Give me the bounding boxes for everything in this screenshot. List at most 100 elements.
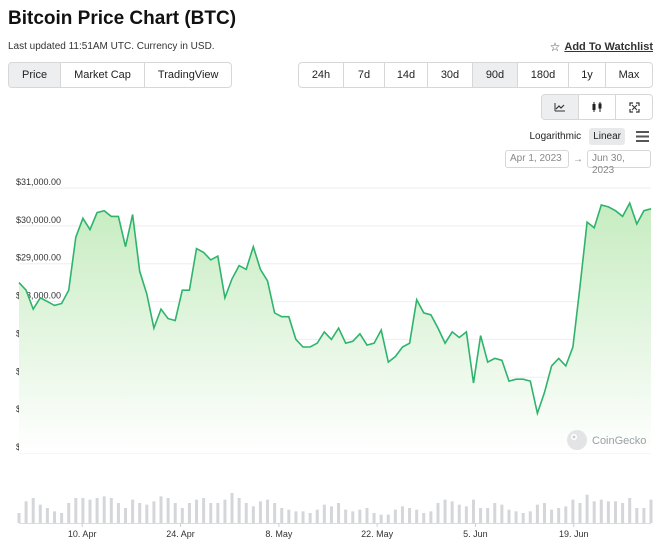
- price-point[interactable]: [103, 209, 106, 212]
- price-point[interactable]: [451, 330, 454, 333]
- price-point[interactable]: [344, 342, 347, 345]
- price-point[interactable]: [131, 213, 134, 216]
- price-point[interactable]: [145, 293, 148, 296]
- price-point[interactable]: [436, 327, 439, 330]
- price-point[interactable]: [252, 245, 255, 248]
- price-point[interactable]: [444, 342, 447, 345]
- price-point[interactable]: [472, 381, 475, 384]
- price-point[interactable]: [96, 211, 99, 214]
- price-point[interactable]: [550, 364, 553, 367]
- price-point[interactable]: [152, 327, 155, 330]
- price-point[interactable]: [231, 277, 234, 280]
- price-point[interactable]: [124, 245, 127, 248]
- price-point[interactable]: [223, 296, 226, 299]
- price-point[interactable]: [415, 298, 418, 301]
- price-point[interactable]: [294, 338, 297, 341]
- price-point[interactable]: [351, 340, 354, 343]
- price-point[interactable]: [25, 289, 28, 292]
- price-point[interactable]: [628, 202, 631, 205]
- price-point[interactable]: [529, 380, 532, 383]
- price-point[interactable]: [117, 215, 120, 218]
- price-point[interactable]: [323, 330, 326, 333]
- price-point[interactable]: [74, 236, 77, 239]
- price-point[interactable]: [138, 270, 141, 273]
- price-point[interactable]: [479, 334, 482, 337]
- price-point[interactable]: [110, 215, 113, 218]
- candlestick-button[interactable]: [579, 95, 616, 119]
- price-point[interactable]: [522, 378, 525, 381]
- price-point[interactable]: [259, 268, 262, 271]
- price-point[interactable]: [302, 346, 305, 349]
- range-14d[interactable]: 14d: [385, 63, 428, 87]
- price-point[interactable]: [564, 364, 567, 367]
- price-point[interactable]: [614, 209, 617, 212]
- price-point[interactable]: [18, 281, 21, 284]
- price-point[interactable]: [287, 315, 290, 318]
- price-point[interactable]: [642, 209, 645, 212]
- price-point[interactable]: [67, 289, 70, 292]
- price-point[interactable]: [621, 215, 624, 218]
- price-point[interactable]: [330, 338, 333, 341]
- price-point[interactable]: [600, 204, 603, 207]
- price-point[interactable]: [238, 264, 241, 267]
- price-point[interactable]: [188, 289, 191, 292]
- range-180d[interactable]: 180d: [518, 63, 569, 87]
- date-from-input[interactable]: Apr 1, 2023: [505, 150, 569, 168]
- price-point[interactable]: [380, 328, 383, 331]
- price-point[interactable]: [195, 247, 198, 250]
- price-point[interactable]: [557, 357, 560, 360]
- price-point[interactable]: [316, 342, 319, 345]
- price-point[interactable]: [394, 355, 397, 358]
- price-point[interactable]: [515, 378, 518, 381]
- range-7d[interactable]: 7d: [344, 63, 385, 87]
- price-point[interactable]: [245, 268, 248, 271]
- range-24h[interactable]: 24h: [299, 63, 344, 87]
- price-point[interactable]: [387, 361, 390, 364]
- price-point[interactable]: [486, 361, 489, 364]
- price-point[interactable]: [607, 205, 610, 208]
- price-point[interactable]: [536, 412, 539, 415]
- price-point[interactable]: [39, 296, 42, 299]
- price-point[interactable]: [32, 308, 35, 311]
- date-to-input[interactable]: Jun 30, 2023: [587, 150, 651, 176]
- price-point[interactable]: [53, 304, 56, 307]
- price-point[interactable]: [586, 221, 589, 224]
- tab-price[interactable]: Price: [9, 63, 62, 87]
- scale-linear[interactable]: Linear: [589, 128, 625, 145]
- price-point[interactable]: [543, 391, 546, 394]
- price-point[interactable]: [422, 311, 425, 314]
- tab-market-cap[interactable]: Market Cap: [61, 63, 145, 87]
- price-point[interactable]: [337, 327, 340, 330]
- price-point[interactable]: [202, 251, 205, 254]
- price-point[interactable]: [89, 228, 92, 231]
- price-point[interactable]: [181, 289, 184, 292]
- price-point[interactable]: [507, 380, 510, 383]
- price-point[interactable]: [493, 357, 496, 360]
- line-chart-button[interactable]: [542, 95, 579, 119]
- price-point[interactable]: [167, 317, 170, 320]
- price-point[interactable]: [266, 279, 269, 282]
- price-point[interactable]: [408, 342, 411, 345]
- range-90d[interactable]: 90d: [473, 63, 518, 87]
- tab-tradingview[interactable]: TradingView: [157, 69, 219, 81]
- hamburger-menu-icon[interactable]: [636, 129, 649, 147]
- price-point[interactable]: [46, 300, 49, 303]
- price-point[interactable]: [209, 258, 212, 261]
- price-point[interactable]: [465, 330, 468, 333]
- price-point[interactable]: [60, 302, 63, 305]
- range-max[interactable]: Max: [618, 69, 640, 81]
- add-to-watchlist-button[interactable]: ☆ Add To Watchlist: [550, 40, 653, 54]
- price-point[interactable]: [280, 315, 283, 318]
- price-point[interactable]: [160, 308, 163, 311]
- fullscreen-button[interactable]: [616, 95, 652, 119]
- price-point[interactable]: [365, 344, 368, 347]
- price-point[interactable]: [216, 255, 219, 258]
- price-point[interactable]: [571, 346, 574, 349]
- range-30d[interactable]: 30d: [428, 63, 473, 87]
- price-point[interactable]: [458, 336, 461, 339]
- price-point[interactable]: [309, 346, 312, 349]
- price-point[interactable]: [578, 285, 581, 288]
- price-point[interactable]: [429, 313, 432, 316]
- price-point[interactable]: [174, 319, 177, 322]
- price-point[interactable]: [593, 226, 596, 229]
